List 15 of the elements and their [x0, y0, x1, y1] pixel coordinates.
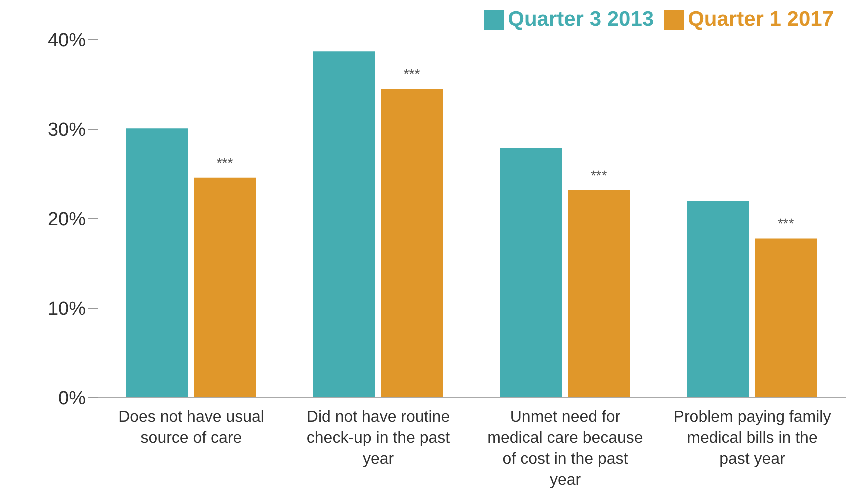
- annotation: ***: [404, 66, 421, 82]
- annotation: ***: [590, 167, 608, 184]
- annotation: ***: [778, 216, 795, 232]
- legend-label: Quarter 3 2013: [508, 8, 654, 31]
- x-tick-label: Does not have usual source of care: [118, 409, 264, 447]
- y-tick-label: 10%: [48, 299, 86, 320]
- y-tick-label: 30%: [48, 120, 86, 142]
- annotation: ***: [216, 154, 234, 171]
- y-tick-label: 0%: [58, 388, 86, 410]
- x-tick-label: Problem paying family medical bills in the past year: [674, 409, 832, 468]
- legend-label: Quarter 1 2017: [688, 8, 834, 31]
- y-tick-label: 20%: [48, 210, 86, 231]
- y-tick-label: 40%: [48, 30, 86, 52]
- x-tick-label: Unmet need for medical care because of cost in the past year: [488, 409, 644, 489]
- x-tick-label: Did not have routine check-up in the past year: [306, 409, 451, 468]
